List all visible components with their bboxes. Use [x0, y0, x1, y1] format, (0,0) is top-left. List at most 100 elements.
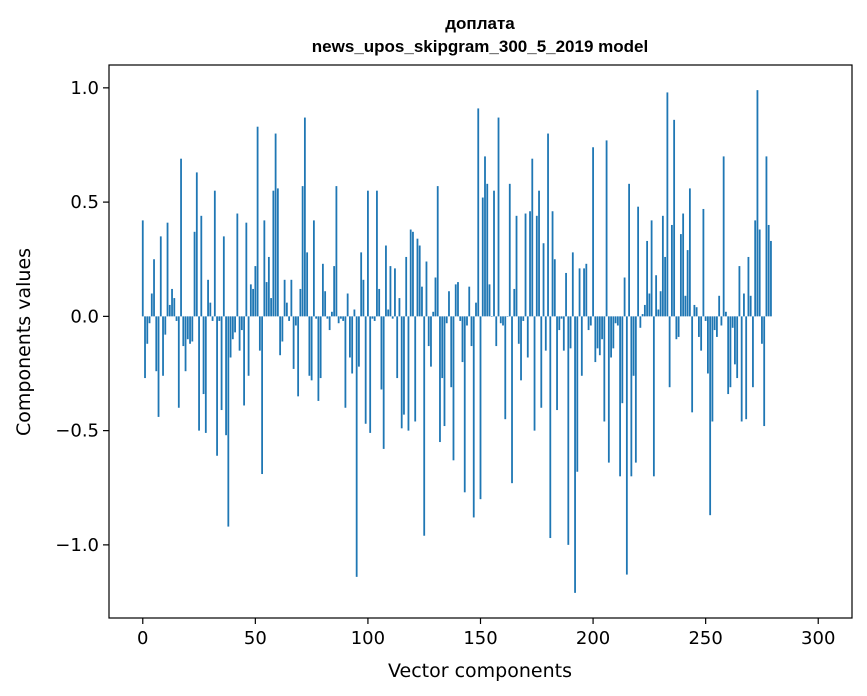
bar [267, 256, 270, 317]
bar [225, 316, 227, 436]
bar [556, 316, 558, 411]
bar [502, 316, 504, 326]
bar [150, 293, 153, 317]
bar [283, 279, 286, 317]
bar [418, 245, 421, 317]
bar [747, 256, 750, 317]
bar [281, 316, 284, 342]
bar [430, 316, 432, 367]
bar [652, 316, 655, 477]
bar [146, 316, 149, 344]
bar [589, 316, 592, 326]
bar [504, 316, 507, 420]
bar [445, 316, 448, 324]
bar [182, 316, 185, 347]
bar [614, 316, 617, 324]
bar [738, 266, 741, 317]
bar [254, 266, 257, 317]
bar [159, 236, 162, 317]
bar [666, 92, 669, 317]
y-tick-label: 0.0 [70, 306, 99, 327]
bar [722, 156, 725, 317]
bar [457, 282, 459, 317]
bar [558, 316, 561, 331]
y-axis-label: Components values [13, 248, 35, 436]
bar [479, 316, 482, 500]
x-tick-label: 150 [463, 628, 497, 649]
bar [688, 188, 691, 317]
bar [684, 295, 687, 317]
bar [517, 316, 520, 344]
bar [434, 277, 437, 317]
bar [270, 298, 273, 317]
bar [301, 186, 304, 317]
bar [585, 263, 588, 317]
x-tick-label: 300 [801, 628, 835, 649]
bar [364, 316, 367, 424]
bar [367, 190, 369, 317]
bar [641, 314, 644, 317]
bar [734, 316, 736, 365]
bar [594, 316, 597, 363]
bar [596, 316, 599, 349]
bar [488, 284, 491, 317]
bar [207, 279, 209, 317]
bar [587, 316, 590, 331]
bar [157, 316, 160, 417]
bar [391, 316, 394, 319]
bar [303, 117, 306, 317]
bar [515, 215, 518, 317]
bar [634, 316, 637, 463]
bar [607, 316, 610, 463]
bar [141, 220, 144, 317]
bar [412, 231, 414, 317]
bar [725, 311, 727, 317]
bar [312, 220, 315, 317]
bar [256, 126, 259, 317]
x-tick-label: 200 [576, 628, 610, 649]
bar [450, 316, 453, 388]
bar [695, 307, 698, 317]
bar [452, 316, 455, 461]
bar [752, 316, 754, 388]
bar [637, 206, 640, 317]
bar [761, 316, 763, 344]
bar [542, 243, 545, 317]
bar [299, 288, 302, 317]
bar [670, 224, 673, 317]
bar [263, 220, 266, 317]
bar [538, 190, 540, 317]
x-axis-label: Vector components [388, 660, 572, 682]
bar [423, 316, 426, 536]
bar [569, 316, 572, 349]
bar [279, 316, 282, 356]
plot-frame [108, 64, 853, 619]
bar [679, 234, 682, 317]
bar [297, 316, 300, 397]
bar [619, 316, 621, 477]
bar [668, 316, 671, 388]
bar [162, 316, 164, 376]
bar [385, 245, 387, 317]
bar [290, 279, 293, 317]
bar [718, 295, 721, 317]
bar [659, 291, 662, 317]
bar [209, 302, 212, 317]
bar [475, 302, 477, 317]
bar [236, 213, 239, 317]
bar [639, 316, 642, 328]
bar [592, 147, 594, 317]
bar [164, 316, 167, 335]
bar [331, 311, 333, 317]
bar [265, 282, 268, 317]
bar [477, 108, 480, 317]
bar [416, 238, 419, 317]
bar [481, 197, 484, 317]
bar [454, 284, 457, 317]
bar [763, 316, 766, 427]
bar [175, 316, 178, 321]
bar [535, 215, 538, 317]
bar [189, 316, 191, 344]
bar [495, 316, 498, 347]
bar [650, 220, 653, 317]
